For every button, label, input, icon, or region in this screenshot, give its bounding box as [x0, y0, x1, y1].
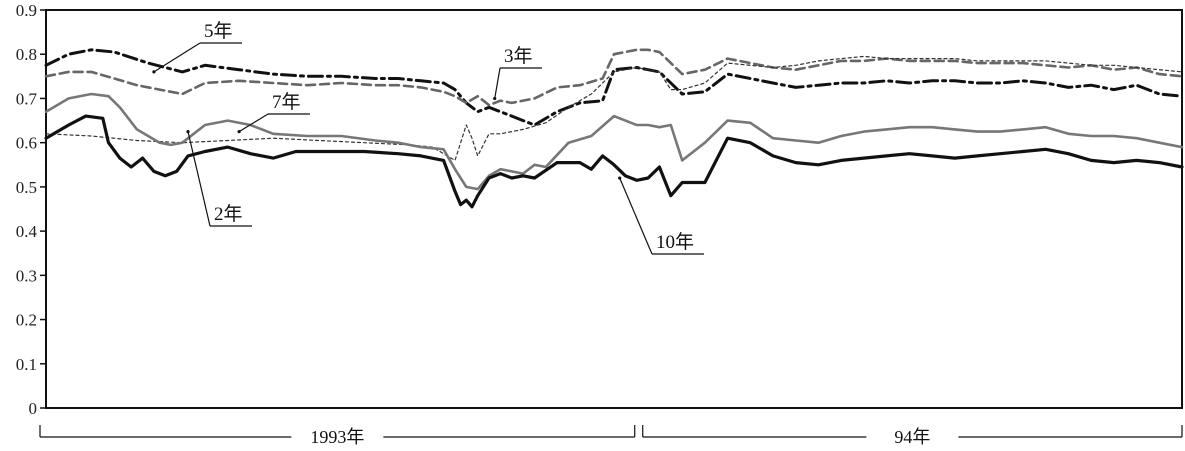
- y-tick-label: 0.4: [16, 222, 38, 241]
- series-line-1: [44, 48, 1184, 107]
- callout-leader: [153, 42, 201, 73]
- period-label: 94年: [894, 427, 930, 447]
- y-axis: 0 0.1 0.2 0.3 0.4 0.5 0.6 0.7 0.8 0.9: [16, 1, 46, 418]
- callout-point: [237, 130, 241, 134]
- period-label: 1993年: [310, 427, 364, 447]
- callout-label: 7年: [272, 91, 301, 113]
- plot-frame: [45, 9, 1183, 409]
- callout-point: [186, 130, 190, 134]
- callout-leader: [187, 131, 211, 227]
- series-line-0: [44, 48, 1184, 127]
- x-period-brackets: 1993年 94年: [39, 425, 1183, 447]
- callout-label: 2年: [214, 203, 243, 225]
- callout-label: 5年: [204, 20, 233, 42]
- y-tick-label: 0.9: [16, 1, 37, 20]
- series-line-4: [44, 114, 1184, 209]
- y-tick-label: 0.7: [16, 89, 38, 108]
- callout-label: 10年: [656, 231, 694, 253]
- callout-point: [618, 176, 622, 180]
- y-tick-label: 0.5: [16, 178, 37, 197]
- callout-label: 3年: [504, 45, 533, 67]
- y-tick-label: 0.3: [16, 266, 37, 285]
- callout-leader: [619, 177, 653, 255]
- callout-point: [152, 70, 156, 74]
- series-lines: [44, 48, 1184, 209]
- y-tick-label: 0.1: [16, 355, 37, 374]
- y-tick-label: 0.8: [16, 45, 37, 64]
- series-line-3: [44, 92, 1184, 191]
- y-tick-label: 0.6: [16, 134, 37, 153]
- y-tick-label: 0.2: [16, 311, 37, 330]
- series-callouts: 5年 3年 7年 2年 10年: [152, 20, 704, 255]
- y-tick-label: 0: [29, 399, 38, 418]
- callout-point: [493, 96, 497, 101]
- callout-leader: [238, 113, 269, 133]
- callout-leader: [494, 67, 501, 99]
